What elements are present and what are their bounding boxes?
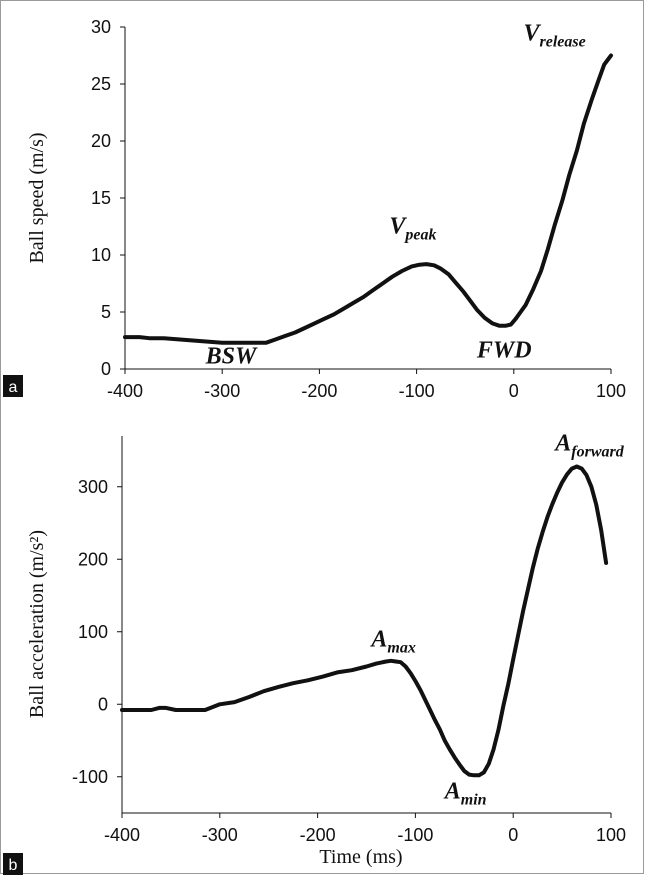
panel-b-y-tick-label: 0 <box>98 694 108 714</box>
panel-a-y-tick-label: 0 <box>101 359 111 379</box>
panel-a-x-tick-label: -200 <box>301 381 337 401</box>
panel-b-tag-label: b <box>9 857 18 874</box>
panel-a-x-tick-label: -300 <box>204 381 240 401</box>
panel-a-y-tick-label: 25 <box>91 74 111 94</box>
panel-b-x-tick-label: 0 <box>508 825 518 845</box>
panel-a-y-tick-label: 5 <box>101 302 111 322</box>
panel-a-annotation-fwd: FWD <box>476 338 532 364</box>
panel-a-y-tick-label: 30 <box>91 17 111 37</box>
panel-a-x-tick-label: -100 <box>399 381 435 401</box>
panel-b-y-tick-label: 300 <box>78 477 108 497</box>
panel-a-annotation-bsw: BSW <box>205 343 258 369</box>
panel-b-y-axis-label: Ball acceleration (m/s²) <box>26 530 48 718</box>
panel-a-tag: a <box>3 375 23 397</box>
panel-a-annotation-v-peak: Vpeak <box>389 213 436 243</box>
panel-b-x-tick-label: -100 <box>397 825 433 845</box>
panel-b-acceleration-series-line <box>120 464 609 778</box>
panel-b-acceleration-chart: -100 0 100 200 300 -400 -300 -200 -100 0 100 Afor… <box>3 431 626 875</box>
panel-b-x-tick-label: 100 <box>596 825 626 845</box>
panel-b-x-tick-label: -400 <box>104 825 140 845</box>
panel-b-y-tick-label: 200 <box>78 549 108 569</box>
panel-a-x-tick-label: 100 <box>596 381 626 401</box>
panel-b-x-tick-label: -300 <box>202 825 238 845</box>
panel-a-y-axis-label: Ball speed (m/s) <box>26 132 48 263</box>
panel-a-x-tick-label: 0 <box>509 381 519 401</box>
panel-a-tag-label: a <box>9 379 18 396</box>
panel-b-y-tick-label: -100 <box>72 767 108 787</box>
panel-a-speed-chart: 0 5 10 15 20 25 30 -400 -300 -200 -100 0 100 Vrelea… <box>3 17 626 401</box>
panel-b-x-tick-label: -200 <box>300 825 336 845</box>
panel-b-annotation-a-min: Amin <box>443 779 487 809</box>
panel-b-annotation-a-max: Amax <box>369 626 415 656</box>
panel-a-annotation-v-release: Vrelease <box>524 21 586 51</box>
panel-a-y-tick-label: 15 <box>91 188 111 208</box>
panel-a-speed-series-line <box>123 53 613 345</box>
panel-a-y-tick-label: 10 <box>91 245 111 265</box>
panel-b-y-tick-label: 100 <box>78 622 108 642</box>
panel-b-tag: b <box>3 853 23 875</box>
panel-b-annotation-a-forward: Aforward <box>553 431 624 461</box>
panel-a-x-tick-label: -400 <box>107 381 143 401</box>
panel-b-x-axis-label: Time (ms) <box>319 846 402 868</box>
panel-a-y-tick-label: 20 <box>91 131 111 151</box>
